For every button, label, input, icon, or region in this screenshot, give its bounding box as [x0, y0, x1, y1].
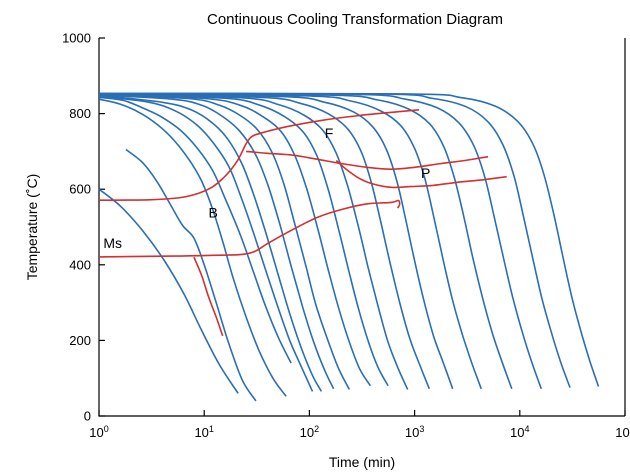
y-tick-label: 200 — [69, 333, 91, 348]
cooling-curve-10 — [98, 93, 389, 387]
cooling-curve-12 — [98, 93, 431, 390]
transformation-curve-5 — [193, 256, 224, 337]
cooling-curve-13 — [98, 93, 454, 390]
x-tick-label: 105 — [615, 424, 630, 440]
x-tick-label: 102 — [300, 424, 319, 440]
cooling-curve-4 — [98, 96, 292, 364]
y-tick-label: 400 — [69, 257, 91, 272]
x-tick-label: 104 — [510, 424, 529, 440]
cooling-curve-1 — [98, 188, 239, 394]
annotation-p: P — [421, 165, 430, 181]
y-axis-label: Temperature (˚C) — [24, 174, 40, 281]
cooling-curve-7 — [98, 94, 335, 390]
cooling-curve-11 — [98, 93, 409, 390]
cooling-curve-8 — [98, 93, 351, 390]
x-tick-label: 103 — [405, 424, 424, 440]
cooling-curve-2 — [125, 148, 257, 402]
cooling-curve-5 — [98, 95, 314, 392]
cooling-curve-16 — [98, 92, 543, 390]
annotation-f: F — [325, 125, 334, 141]
cooling-curve-3 — [98, 98, 287, 397]
axis-ticks: 0 200 400 600 800 1000 100 101 102 103 104 105 — [62, 31, 630, 441]
x-tick-label: 101 — [194, 424, 213, 440]
x-axis-label: Time (min) — [329, 454, 395, 470]
y-tick-label: 800 — [69, 106, 91, 121]
cooling-curve-15 — [98, 92, 513, 390]
cooling-curve-9 — [98, 93, 372, 387]
y-tick-label: 1000 — [62, 31, 91, 46]
transformation-curve-1 — [98, 109, 420, 201]
x-tick-label: 100 — [89, 424, 108, 440]
annotation-b: B — [209, 205, 218, 221]
transformation-curves — [98, 109, 507, 337]
transformation-curve-4 — [98, 199, 401, 258]
cooling-curves — [98, 92, 600, 402]
y-tick-label: 0 — [84, 409, 91, 424]
y-tick-label: 600 — [69, 182, 91, 197]
cooling-curve-14 — [98, 93, 482, 390]
region-annotations: F P B Ms — [103, 125, 430, 251]
cooling-curve-6 — [98, 94, 323, 392]
transformation-curve-3 — [335, 159, 507, 189]
annotation-ms: Ms — [103, 235, 122, 251]
transformation-curve-2 — [246, 150, 489, 171]
cooling-curve-18 — [98, 92, 600, 387]
chart-title: Continuous Cooling Transformation Diagra… — [207, 11, 503, 28]
